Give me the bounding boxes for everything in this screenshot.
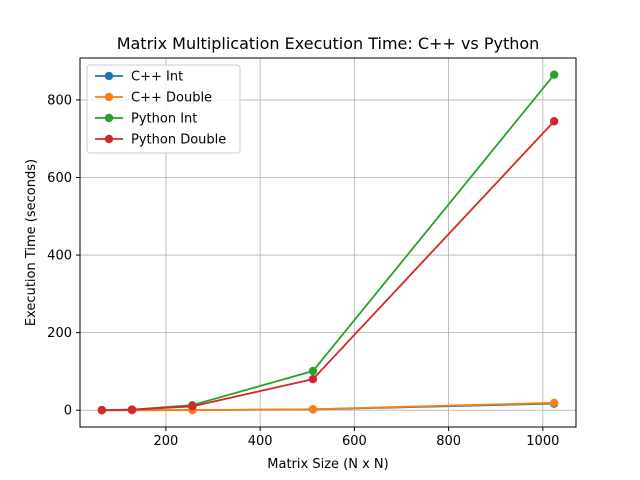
- y-axis-label: Execution Time (seconds): [24, 159, 39, 326]
- data-point: [127, 405, 137, 414]
- plot-frame: [79, 57, 577, 428]
- legend-item: Python Int: [95, 112, 197, 127]
- data-point: [308, 405, 318, 414]
- legend-label: Python Int: [131, 112, 197, 127]
- legend-marker: [104, 113, 114, 123]
- legend-box: [86, 64, 241, 154]
- legend-item: C++ Int: [95, 70, 183, 85]
- y-tick-label: 0: [64, 404, 72, 419]
- legend-item: Python Double: [95, 133, 226, 148]
- legend-label: C++ Int: [131, 70, 183, 85]
- x-tick-label: 1000: [526, 434, 559, 449]
- y-tick-label: 400: [47, 249, 72, 264]
- data-point: [308, 374, 318, 384]
- chart-title: Matrix Multiplication Execution Time: C+…: [117, 34, 540, 53]
- axis-ticks: 200 400 600 800 1000 0 200 400 600 800: [47, 93, 559, 449]
- x-tick-label: 600: [342, 434, 367, 449]
- legend-marker: [104, 92, 114, 102]
- data-point: [549, 70, 559, 79]
- legend-marker: [104, 71, 114, 81]
- grid-lines: [80, 58, 576, 427]
- data-series: [97, 70, 559, 415]
- y-tick-label: 800: [47, 93, 72, 108]
- data-point: [308, 366, 318, 376]
- x-tick-label: 200: [154, 434, 179, 449]
- x-tick-label: 800: [436, 434, 461, 449]
- data-point: [97, 405, 107, 415]
- y-tick-label: 200: [47, 326, 72, 341]
- legend-marker: [104, 134, 114, 144]
- legend: C++ Int C++ Double Python Int Python Double: [86, 64, 241, 154]
- legend-label: Python Double: [131, 133, 226, 148]
- legend-label: C++ Double: [131, 91, 212, 106]
- series-python-double: [97, 117, 559, 415]
- x-tick-label: 400: [248, 434, 273, 449]
- data-point: [549, 117, 559, 126]
- legend-item: C++ Double: [95, 91, 212, 106]
- x-axis-label: Matrix Size (N x N): [267, 457, 388, 472]
- data-point: [549, 398, 559, 408]
- data-point: [188, 402, 197, 411]
- y-tick-label: 600: [47, 171, 72, 186]
